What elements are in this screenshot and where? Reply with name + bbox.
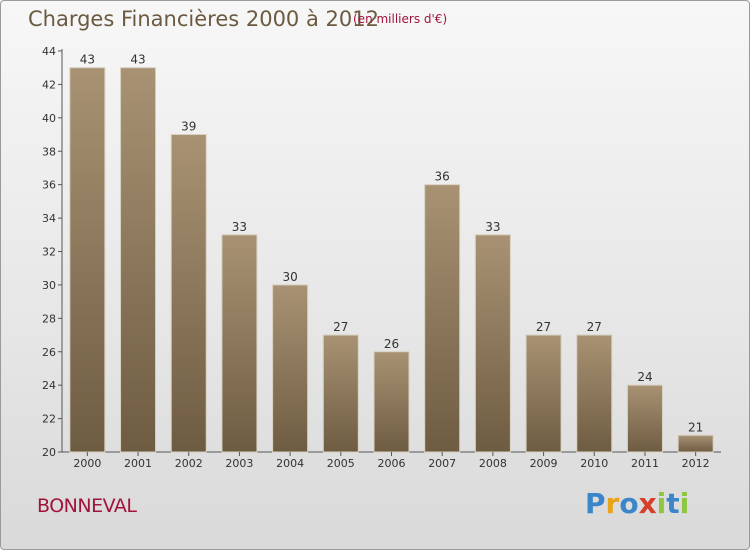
logo-letter: o (619, 487, 639, 520)
x-tick-label: 2001 (124, 457, 152, 470)
logo-letter: i (679, 487, 690, 520)
data-label: 43 (130, 53, 145, 67)
data-label: 27 (536, 320, 551, 334)
x-tick-label: 2000 (73, 457, 101, 470)
y-tick-label: 22 (42, 413, 56, 426)
y-tick-label: 30 (42, 279, 56, 292)
x-tick-label: 2008 (479, 457, 507, 470)
bar (69, 67, 106, 453)
x-tick-label: 2006 (378, 457, 406, 470)
bar (576, 334, 613, 453)
y-tick-label: 26 (42, 346, 56, 359)
bar (424, 184, 461, 453)
data-label: 21 (688, 420, 703, 434)
x-tick-label: 2012 (682, 457, 710, 470)
y-tick-label: 38 (42, 145, 56, 158)
x-tick-label: 2007 (428, 457, 456, 470)
data-label: 33 (232, 220, 247, 234)
x-tick-label: 2002 (175, 457, 203, 470)
chart-title: Charges Financières 2000 à 2012 (28, 7, 379, 31)
bar (677, 434, 714, 453)
chart-unit: (en milliers d'€) (353, 12, 448, 26)
data-label: 36 (435, 170, 450, 184)
x-tick-label: 2009 (530, 457, 558, 470)
logo-letter: P (585, 487, 606, 520)
x-tick-label: 2010 (580, 457, 608, 470)
y-tick-label: 32 (42, 246, 56, 259)
data-label: 39 (181, 120, 196, 134)
proxiti-logo: Proxiti (585, 487, 689, 520)
bar (120, 67, 157, 453)
bar (170, 134, 207, 453)
data-label: 26 (384, 337, 399, 351)
y-tick-label: 20 (42, 446, 56, 459)
data-label: 30 (282, 270, 297, 284)
y-tick-label: 44 (42, 45, 56, 58)
y-tick-label: 42 (42, 78, 56, 91)
y-tick-label: 36 (42, 179, 56, 192)
x-tick-label: 2004 (276, 457, 304, 470)
bar (322, 334, 359, 453)
x-tick-label: 2005 (327, 457, 355, 470)
data-label: 33 (485, 220, 500, 234)
data-label: 27 (587, 320, 602, 334)
y-tick-label: 24 (42, 379, 56, 392)
x-tick-label: 2011 (631, 457, 659, 470)
y-tick-label: 40 (42, 112, 56, 125)
x-tick-label: 2003 (225, 457, 253, 470)
logo-letter: i (656, 487, 667, 520)
data-label: 27 (333, 320, 348, 334)
logo-letter: x (638, 487, 657, 520)
bar (221, 234, 258, 453)
data-label: 24 (637, 370, 652, 384)
bar (525, 334, 562, 453)
data-label: 43 (80, 53, 95, 67)
bar (272, 284, 309, 453)
bar (373, 351, 410, 453)
commune-name: BONNEVAL (37, 495, 137, 517)
logo-letter: t (666, 487, 680, 520)
bar (626, 384, 663, 453)
bar (474, 234, 511, 453)
y-tick-label: 28 (42, 312, 56, 325)
logo-letter: r (605, 487, 620, 520)
y-tick-label: 34 (42, 212, 56, 225)
